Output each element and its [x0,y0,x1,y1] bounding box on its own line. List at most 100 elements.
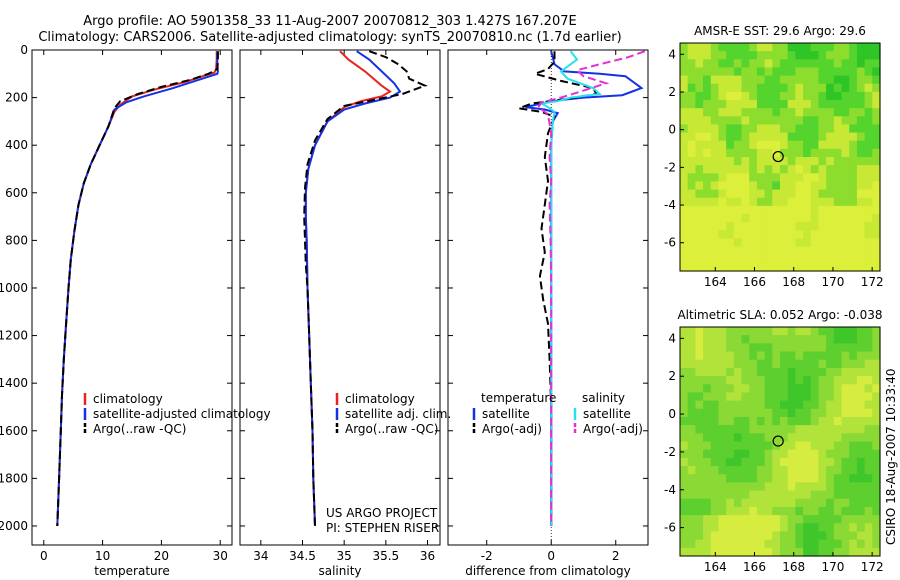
heatmap-cell [795,449,804,459]
heatmap-cell [856,214,866,223]
heatmap-cell [718,148,727,158]
heatmap-cell [787,433,796,443]
heatmap-cell [733,173,743,183]
heatmap-cell [710,392,720,402]
heatmap-cell [764,482,773,492]
heatmap-cell [703,148,712,158]
heatmap-cell [764,515,773,524]
heatmap-cell [695,124,704,134]
heatmap-cell [818,262,827,272]
heatmap-cell [726,254,735,264]
heatmap-cell [764,246,773,256]
heatmap-cell [687,482,696,492]
heatmap-cell [810,474,820,483]
heatmap-cell [695,59,704,69]
heatmap-cell [764,547,773,557]
heatmap-cell [680,230,689,240]
heatmap-cell [756,392,766,402]
heatmap-cell [841,108,850,117]
heatmap-cell [849,75,858,85]
heatmap-cell [864,482,873,492]
heatmap-cell [764,327,773,336]
heatmap-cell [680,197,689,207]
sst-map-ytick-label: 0 [668,123,676,137]
heatmap-cell [772,205,781,215]
heatmap-cell [772,498,781,508]
heatmap-cell [764,425,773,434]
heatmap-cell [810,425,820,434]
heatmap-cell [818,327,827,336]
heatmap-cell [749,343,758,353]
heatmap-cell [680,246,689,256]
heatmap-cell [695,262,704,272]
heatmap-cell [818,425,827,434]
heatmap-cell [841,262,850,272]
heatmap-cell [818,498,827,508]
heatmap-cell [841,474,850,483]
heatmap-cell [764,506,773,516]
heatmap-cell [772,43,781,52]
heatmap-cell [718,466,727,475]
heatmap-cell [733,262,743,272]
heatmap-cell [741,173,750,183]
heatmap-cell [818,205,827,215]
depth-tick-label: 1400 [0,376,28,390]
heatmap-cell [810,116,820,126]
heatmap-cell [849,67,858,77]
heatmap-cell [810,124,820,134]
heatmap-cell [872,205,881,215]
heatmap-cell [818,359,827,369]
heatmap-cell [841,482,850,492]
heatmap-cell [803,83,812,93]
heatmap-cell [772,408,781,418]
heatmap-cell [695,466,704,475]
heatmap-cell [710,384,720,394]
heatmap-cell [680,157,689,166]
heatmap-cell [680,367,689,377]
heatmap-cell [695,351,704,361]
heatmap-cell [710,490,720,500]
heatmap-cell [833,367,843,377]
heatmap-cell [680,181,689,191]
salinity-axes-box [239,49,441,546]
heatmap-cell [710,376,720,385]
heatmap-cell [826,197,835,207]
heatmap-cell [818,91,827,101]
heatmap-cell [710,83,720,93]
heatmap-cell [841,189,850,199]
heatmap-cell [795,214,804,223]
salinity-xtick-label: 34 [253,549,268,563]
heatmap-cell [733,189,743,199]
heatmap-cell [795,140,804,150]
heatmap-cell [795,238,804,248]
heatmap-cell [818,457,827,467]
heatmap-cell [680,547,689,557]
heatmap-cell [687,43,696,52]
heatmap-cell [787,506,796,516]
heatmap-cell [726,189,735,199]
heatmap-cell [810,140,820,150]
heatmap-cell [780,359,789,369]
heatmap-cell [764,222,773,231]
heatmap-cell [833,230,843,240]
heatmap-cell [749,425,758,434]
heatmap-cell [695,148,704,158]
heatmap-cell [718,205,727,215]
heatmap-cell [833,506,843,516]
heatmap-cell [710,132,720,142]
heatmap-cell [756,433,766,443]
heatmap-cell [780,132,789,142]
heatmap-cell [787,51,796,60]
heatmap-cell [795,173,804,183]
heatmap-cell [810,506,820,516]
heatmap-cell [741,51,750,60]
heatmap-cell [849,43,858,52]
heatmap-cell [856,490,866,500]
heatmap-cell [695,51,704,60]
heatmap-cell [749,100,758,109]
heatmap-cell [787,238,796,248]
sst-map-xtick-label: 164 [704,275,727,289]
heatmap-cell [733,441,743,451]
heatmap-cell [741,148,750,158]
heatmap-cell [810,59,820,69]
